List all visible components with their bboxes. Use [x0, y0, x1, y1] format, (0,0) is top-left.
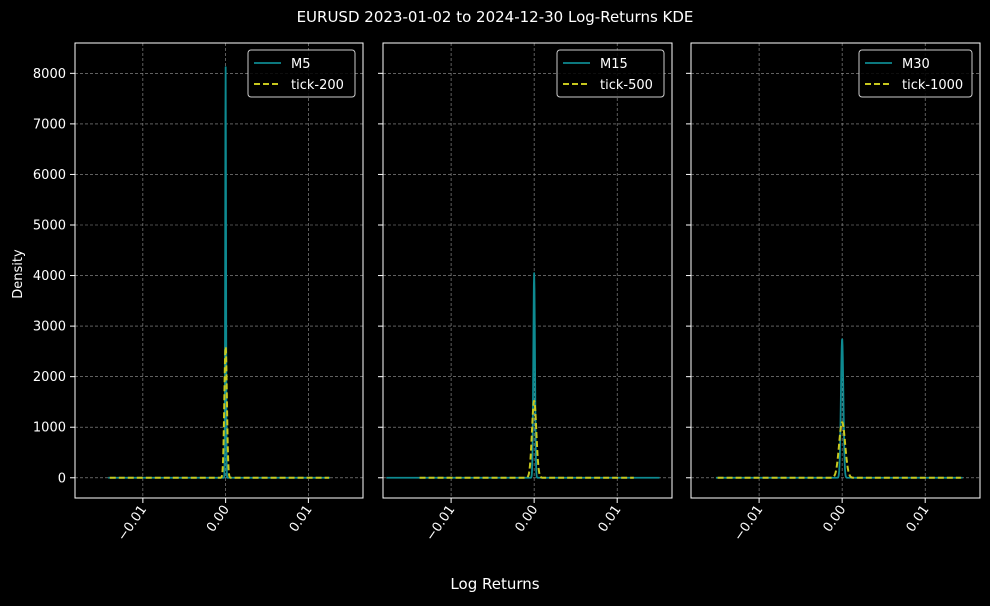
- legend-label: tick-500: [600, 78, 653, 93]
- y-tick-label: 2000: [33, 370, 66, 385]
- y-tick-label: 0: [58, 471, 66, 486]
- x-axis-label: Log Returns: [450, 575, 539, 593]
- y-tick-label: 5000: [33, 219, 66, 234]
- y-axis-label: Density: [11, 249, 26, 299]
- y-tick-label: 1000: [33, 421, 66, 436]
- legend-box: [556, 49, 665, 98]
- legend-label: M5: [291, 57, 311, 72]
- legend-label: M15: [600, 57, 628, 72]
- figure-title: EURUSD 2023-01-02 to 2024-12-30 Log-Retu…: [297, 8, 694, 26]
- legend-label: tick-1000: [902, 78, 963, 93]
- legend: M30 tick-1000: [858, 49, 973, 98]
- y-tick-label: 4000: [33, 269, 66, 284]
- axes-frame: [74, 42, 364, 499]
- legend-label: M30: [902, 57, 930, 72]
- legend: M5 tick-200: [247, 49, 356, 98]
- series-line-2: [109, 345, 330, 479]
- legend-box: [247, 49, 356, 98]
- legend-box: [858, 49, 973, 98]
- series-line-2: [418, 400, 635, 479]
- series-line-2: [716, 421, 962, 479]
- y-tick-label: 3000: [33, 320, 66, 335]
- y-tick-label: 8000: [33, 67, 66, 82]
- legend-label: tick-200: [291, 78, 344, 93]
- y-tick-label: 7000: [33, 117, 66, 132]
- y-tick-label: 6000: [33, 168, 66, 183]
- legend: M15 tick-500: [556, 49, 665, 98]
- axes-frame: [382, 42, 673, 499]
- axes-frame: [690, 42, 981, 499]
